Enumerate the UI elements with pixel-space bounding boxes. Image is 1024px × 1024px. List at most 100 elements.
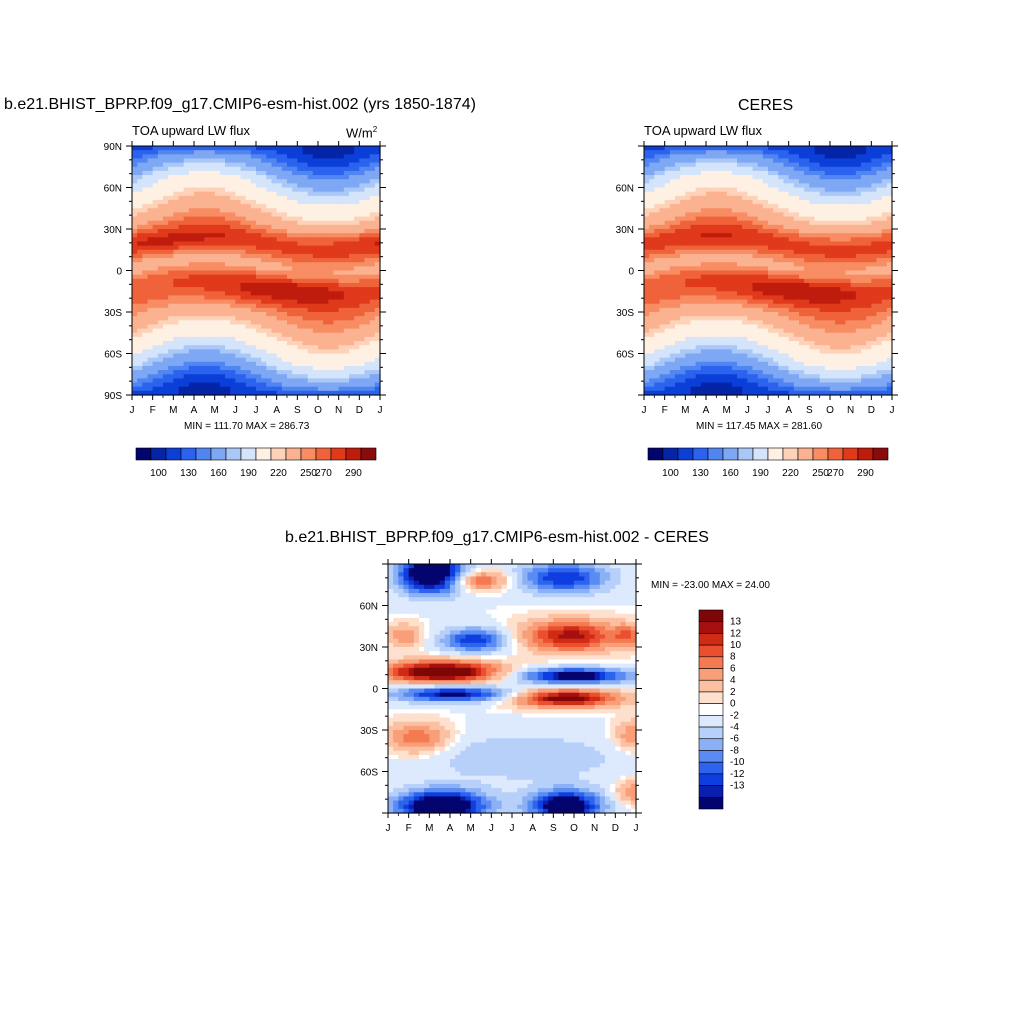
model-cell xyxy=(374,166,381,172)
model-cell xyxy=(188,183,195,189)
model-cell xyxy=(194,287,200,292)
obs-cell xyxy=(706,324,712,330)
obs-cell xyxy=(649,299,655,305)
model-cell xyxy=(354,220,360,226)
model-cell xyxy=(163,266,169,272)
model-cell xyxy=(199,208,205,213)
model-cell xyxy=(359,162,366,168)
obs-cell xyxy=(685,229,692,234)
obs-cell xyxy=(799,374,805,379)
model-cell xyxy=(219,390,226,396)
obs-cell xyxy=(700,212,707,218)
model-cell xyxy=(183,199,190,205)
model-cell xyxy=(147,237,154,243)
model-cell xyxy=(214,287,221,292)
obs-cell xyxy=(695,249,702,255)
model-cell xyxy=(292,320,298,326)
model-cell xyxy=(235,266,242,272)
obs-cell xyxy=(721,328,728,334)
obs-cell xyxy=(669,270,676,276)
model-cell xyxy=(292,336,298,342)
model-cell xyxy=(256,208,262,213)
obs-cell xyxy=(721,212,728,218)
obs-cell xyxy=(762,316,769,321)
model-cell xyxy=(359,295,366,301)
model-cell xyxy=(147,303,154,309)
obs-cell xyxy=(814,158,821,164)
model-cell xyxy=(354,324,360,330)
model-cell xyxy=(152,287,159,292)
obs-cell xyxy=(664,361,671,367)
model-cell xyxy=(307,253,314,259)
model-cell xyxy=(178,262,185,267)
model-cell xyxy=(261,324,267,330)
obs-cell xyxy=(809,253,816,259)
obs-cell xyxy=(814,166,821,172)
obs-cell xyxy=(793,195,800,201)
obs-cell xyxy=(664,195,671,201)
model-cell xyxy=(188,316,195,321)
model-cell xyxy=(168,191,174,197)
model-cell xyxy=(163,316,169,321)
model-cell xyxy=(364,208,371,213)
model-cell xyxy=(163,278,169,284)
model-cell xyxy=(343,170,350,176)
model-cell xyxy=(204,278,211,284)
model-cell xyxy=(188,307,195,313)
model-cell xyxy=(312,382,319,388)
model-cell xyxy=(349,195,355,201)
model-cell xyxy=(163,282,169,288)
model-cell xyxy=(364,224,371,230)
obs-cell xyxy=(711,170,717,176)
obs-cell xyxy=(804,245,810,251)
model-cell xyxy=(302,336,309,342)
model-cell xyxy=(343,183,350,189)
obs-cell xyxy=(747,191,754,197)
obs-cell xyxy=(793,324,800,330)
model-cell xyxy=(157,390,164,396)
model-cell xyxy=(209,287,216,292)
model-cell xyxy=(354,179,360,184)
obs-cell xyxy=(690,316,697,321)
model-cell xyxy=(307,229,314,234)
model-cell xyxy=(349,199,355,205)
obs-cell xyxy=(752,291,759,296)
model-cell xyxy=(230,291,236,296)
model-cell xyxy=(168,179,174,184)
obs-cell xyxy=(762,224,769,230)
obs-cell xyxy=(783,361,790,367)
model-cell xyxy=(178,146,185,151)
obs-cell xyxy=(721,241,728,247)
model-cell xyxy=(369,287,376,292)
obs-cell xyxy=(649,287,655,292)
obs-cell xyxy=(695,253,702,259)
obs-cell xyxy=(799,312,805,317)
obs-cell xyxy=(675,349,681,355)
model-cell xyxy=(230,262,236,267)
model-cell xyxy=(318,162,324,168)
model-cell xyxy=(132,382,138,388)
model-cell xyxy=(318,179,324,184)
model-xtick-label: D xyxy=(356,405,363,416)
model-cell xyxy=(173,316,180,321)
obs-cell xyxy=(742,336,748,342)
obs-cell xyxy=(664,320,671,326)
obs-cell xyxy=(654,249,661,255)
model-cell xyxy=(349,345,355,350)
model-cell xyxy=(271,208,278,213)
model-cell xyxy=(199,365,205,371)
obs-cell xyxy=(731,278,738,284)
obs-cell xyxy=(757,278,764,284)
model-cell xyxy=(147,382,154,388)
model-cell xyxy=(194,365,200,371)
model-cell xyxy=(142,154,149,160)
obs-cell xyxy=(742,266,748,272)
obs-cell xyxy=(737,216,743,222)
obs-cell xyxy=(716,220,723,226)
obs-cell xyxy=(768,282,774,288)
obs-cell xyxy=(731,291,738,296)
model-cell xyxy=(225,353,231,359)
obs-cell xyxy=(783,166,790,172)
obs-cell xyxy=(742,187,748,193)
model-cell xyxy=(343,349,350,355)
